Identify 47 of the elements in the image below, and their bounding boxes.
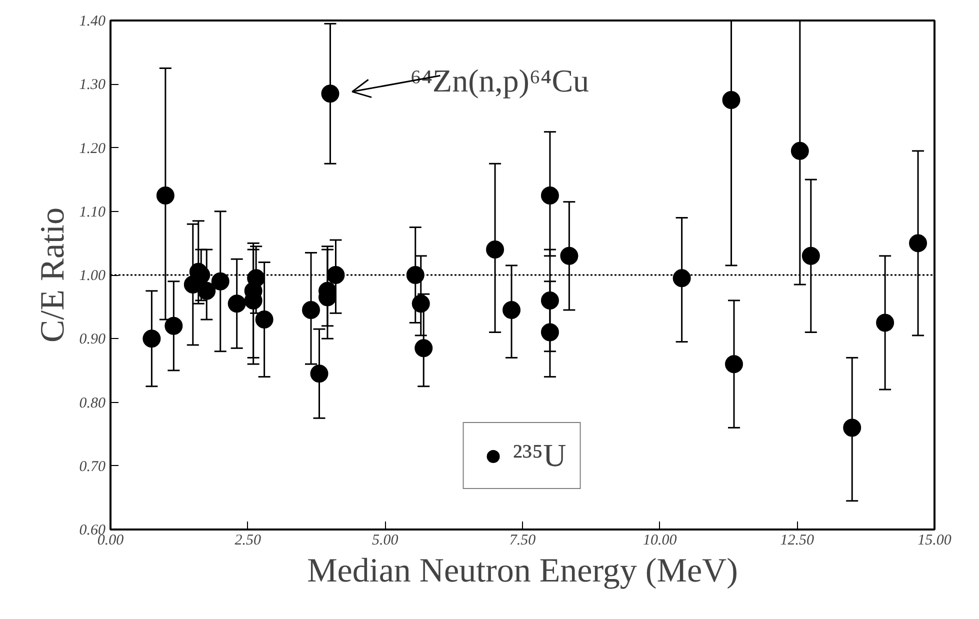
point bbox=[560, 246, 578, 265]
point bbox=[302, 301, 320, 319]
point bbox=[228, 294, 246, 313]
y-axis-title: C/E Ratio bbox=[34, 207, 72, 343]
y-tick-label: 1.10 bbox=[79, 204, 106, 220]
y-tick-label: 0.80 bbox=[79, 395, 106, 412]
y-tick-label: 1.20 bbox=[79, 140, 106, 157]
legend-label: ²³⁵U bbox=[512, 437, 566, 474]
x-tick-label: 10.00 bbox=[642, 532, 678, 548]
point bbox=[909, 234, 928, 252]
point bbox=[722, 91, 740, 110]
annotation: ⁶⁴Zn(n,p)⁶⁴Cu bbox=[410, 62, 590, 99]
point bbox=[211, 272, 230, 290]
point bbox=[406, 266, 424, 284]
point bbox=[156, 186, 174, 204]
point bbox=[198, 282, 216, 300]
x-axis-title: Median Neutron Energy (MeV) bbox=[307, 552, 738, 590]
point bbox=[247, 269, 266, 288]
y-tick-label: 0.90 bbox=[79, 332, 106, 348]
point bbox=[724, 355, 743, 374]
point bbox=[255, 310, 274, 329]
x-tick-label: 7.50 bbox=[509, 532, 536, 548]
point bbox=[414, 339, 433, 358]
point bbox=[321, 84, 340, 103]
point bbox=[142, 330, 161, 348]
y-tick-label: 1.30 bbox=[79, 77, 106, 94]
y-tick-label: 0.70 bbox=[79, 458, 106, 475]
point bbox=[164, 316, 183, 335]
x-tick-label: 5.00 bbox=[372, 532, 399, 548]
x-tick-label: 12.50 bbox=[780, 532, 815, 548]
point bbox=[502, 301, 521, 319]
y-tick-label: 1.00 bbox=[79, 268, 106, 284]
y-tick-label: 1.40 bbox=[79, 14, 106, 30]
point bbox=[843, 418, 862, 437]
x-tick-label: 15.00 bbox=[918, 532, 952, 548]
point bbox=[540, 186, 559, 204]
point bbox=[876, 314, 894, 332]
point bbox=[310, 364, 328, 383]
point bbox=[672, 269, 691, 288]
x-tick-label: 2.50 bbox=[234, 532, 262, 548]
point bbox=[486, 240, 504, 259]
point bbox=[790, 142, 809, 160]
point bbox=[540, 323, 559, 342]
point bbox=[326, 266, 345, 284]
point bbox=[412, 294, 430, 313]
point bbox=[802, 246, 820, 265]
point bbox=[540, 291, 559, 310]
